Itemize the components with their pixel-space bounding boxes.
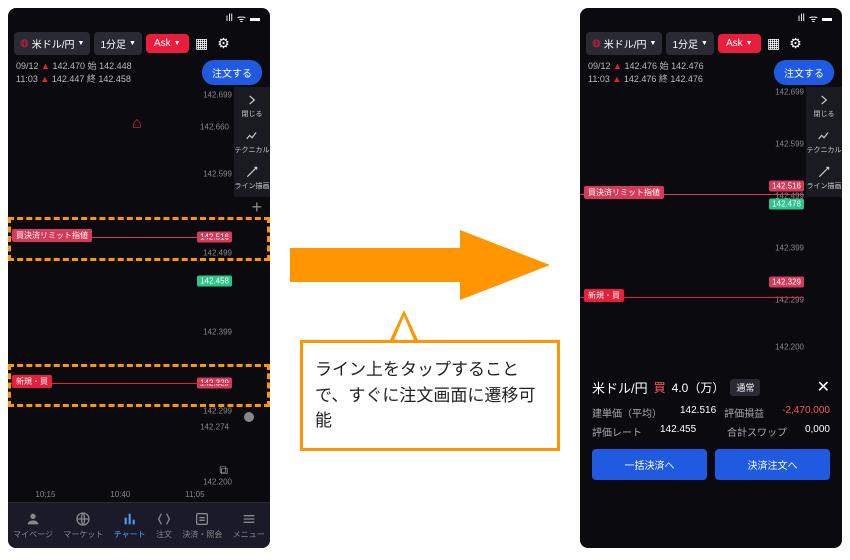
nav-market[interactable]: マーケット xyxy=(63,511,103,540)
order-button[interactable]: 注文する xyxy=(202,60,262,85)
y-axis-label: 142.200 xyxy=(775,343,804,352)
side-tools: 閉じる テクニカル ライン描画 xyxy=(806,87,842,197)
settle-order-button[interactable]: 決済注文へ xyxy=(715,449,830,480)
technical-tool[interactable]: テクニカル xyxy=(807,129,842,155)
status-bar: ıll ᯤ ▬ xyxy=(8,8,270,28)
price-info: 09/12 ▲ 142.476 始 142.476 11:03 ▲ 142.47… xyxy=(588,60,704,85)
position-header: 米ドル/円 買 4.0（万） 通常 ✕ xyxy=(592,377,830,397)
price-tag: 142.660 xyxy=(197,121,232,132)
nav-mypage[interactable]: マイページ xyxy=(13,511,53,540)
bulk-settle-button[interactable]: 一括決済へ xyxy=(592,449,707,480)
y-axis-label: 142.299 xyxy=(203,406,232,415)
price-tag: 142.516 xyxy=(769,180,804,191)
top-bar: ◍米ドル/円▼ 1分足▼ Ask▼ ▦ ⚙ xyxy=(580,28,842,58)
close-icon[interactable]: ✕ xyxy=(817,377,830,397)
price-tag: 142.478 xyxy=(769,199,804,210)
order-line-label: 新規・買 xyxy=(584,289,624,302)
order-line[interactable]: 買決済リミット指値 xyxy=(580,194,804,195)
pair-selector[interactable]: ◍米ドル/円▼ xyxy=(14,32,90,55)
status-bar: ıll ᯤ ▬ xyxy=(580,8,842,28)
wifi-icon: ᯤ xyxy=(809,11,818,25)
gear-icon[interactable]: ⚙ xyxy=(787,34,805,52)
position-qty: 4.0（万） xyxy=(672,379,725,396)
nav-chart[interactable]: チャート xyxy=(114,511,146,540)
position-pair: 米ドル/円 xyxy=(592,378,648,397)
nav-menu[interactable]: メニュー xyxy=(233,511,265,540)
order-line-label: 買決済リミット指値 xyxy=(12,229,92,242)
screenshot-icon[interactable]: ⧉ xyxy=(219,463,228,478)
price-info-row: 09/12 ▲ 142.476 始 142.476 11:03 ▲ 142.47… xyxy=(580,58,842,87)
chart-area-right[interactable]: 閉じる テクニカル ライン描画 142.699142.599142.499142… xyxy=(580,87,842,367)
order-line-label: 新規・買 xyxy=(12,375,52,388)
wifi-icon: ᯤ xyxy=(237,11,246,25)
y-axis-label: 142.399 xyxy=(775,244,804,253)
y-axis-label: 142.699 xyxy=(775,88,804,97)
timeframe-selector[interactable]: 1分足▼ xyxy=(666,32,714,55)
price-tag: 142.274 xyxy=(197,421,232,432)
gear-icon[interactable]: ⚙ xyxy=(215,34,233,52)
position-side: 買 xyxy=(654,379,666,396)
signal-icon: ıll xyxy=(226,13,233,24)
top-bar: ◍米ドル/円▼ 1分足▼ Ask▼ ▦ ⚙ xyxy=(8,28,270,58)
y-axis-labels: 142.699142.599142.499142.399142.299142.2… xyxy=(760,87,804,347)
close-tool[interactable]: 閉じる xyxy=(242,93,263,119)
bidask-toggle[interactable]: Ask▼ xyxy=(146,34,189,53)
y-axis-labels: 142.699 142.599 142.499 142.399 142.299 142.2… xyxy=(188,87,232,482)
line-draw-tool[interactable]: ライン描画 xyxy=(807,165,842,191)
battery-icon: ▬ xyxy=(822,13,832,24)
price-tag: 142.329 xyxy=(769,277,804,288)
price-tag: 142.458 xyxy=(197,275,232,286)
rate-row: 評価レート142.455 合計スワップ0,000 xyxy=(592,424,830,439)
scroll-indicator[interactable] xyxy=(244,412,254,422)
order-button[interactable]: 注文する xyxy=(774,60,834,85)
layout-icon[interactable]: ▦ xyxy=(193,34,211,52)
position-panel: 米ドル/円 買 4.0（万） 通常 ✕ 建単価（平均）142.516 評価損益-… xyxy=(580,367,842,490)
position-type-badge: 通常 xyxy=(730,379,760,396)
callout-box: ライン上をタップすることで、すぐに注文画面に遷移可能 xyxy=(300,340,560,451)
bottom-nav: マイページ マーケット チャート 注文 決済・照会 メニュー xyxy=(8,502,270,548)
avg-price-row: 建単価（平均）142.516 評価損益-2,470,000 xyxy=(592,405,830,420)
order-line[interactable]: 新規・買 xyxy=(580,297,804,298)
price-info: 09/12 ▲ 142.470 始 142.448 11:03 ▲ 142.44… xyxy=(16,60,132,85)
close-tool[interactable]: 閉じる xyxy=(814,93,835,119)
y-axis-label: 142.399 xyxy=(203,327,232,336)
home-icon: ⌂ xyxy=(132,115,146,127)
phone-right: ıll ᯤ ▬ ◍米ドル/円▼ 1分足▼ Ask▼ ▦ ⚙ 09/12 ▲ 14… xyxy=(580,8,842,548)
add-button[interactable]: + xyxy=(251,197,262,218)
layout-icon[interactable]: ▦ xyxy=(765,34,783,52)
callout-tail xyxy=(390,310,418,340)
nav-order[interactable]: 注文 xyxy=(156,511,172,540)
y-axis-label: 142.599 xyxy=(203,170,232,179)
y-axis-label: 142.200 xyxy=(203,478,232,487)
order-line[interactable]: 買決済リミット指値 xyxy=(8,237,232,238)
bidask-toggle[interactable]: Ask▼ xyxy=(718,34,761,53)
y-axis-label: 142.499 xyxy=(203,249,232,258)
transition-arrow xyxy=(290,230,560,305)
pair-selector[interactable]: ◍米ドル/円▼ xyxy=(586,32,662,55)
x-axis-labels: 10:1510:4011:05 xyxy=(8,486,232,502)
battery-icon: ▬ xyxy=(250,13,260,24)
line-draw-tool[interactable]: ライン描画 xyxy=(235,165,270,191)
technical-tool[interactable]: テクニカル xyxy=(235,129,270,155)
timeframe-selector[interactable]: 1分足▼ xyxy=(94,32,142,55)
signal-icon: ıll xyxy=(798,13,805,24)
order-line[interactable]: 新規・買 xyxy=(8,383,232,384)
price-info-row: 09/12 ▲ 142.470 始 142.448 11:03 ▲ 142.44… xyxy=(8,58,270,87)
chart-area-left[interactable]: ⌂ 閉じる テクニカル ライン描画 + 142.699 142.599 142.49… xyxy=(8,87,270,502)
y-axis-label: 142.599 xyxy=(775,140,804,149)
order-line-label: 買決済リミット指値 xyxy=(584,186,664,199)
nav-settle[interactable]: 決済・照会 xyxy=(182,511,222,540)
y-axis-label: 142.699 xyxy=(203,91,232,100)
side-tools: 閉じる テクニカル ライン描画 xyxy=(234,87,270,197)
phone-left: ıll ᯤ ▬ ◍米ドル/円▼ 1分足▼ Ask▼ ▦ ⚙ 09/12 ▲ 14… xyxy=(8,8,270,548)
